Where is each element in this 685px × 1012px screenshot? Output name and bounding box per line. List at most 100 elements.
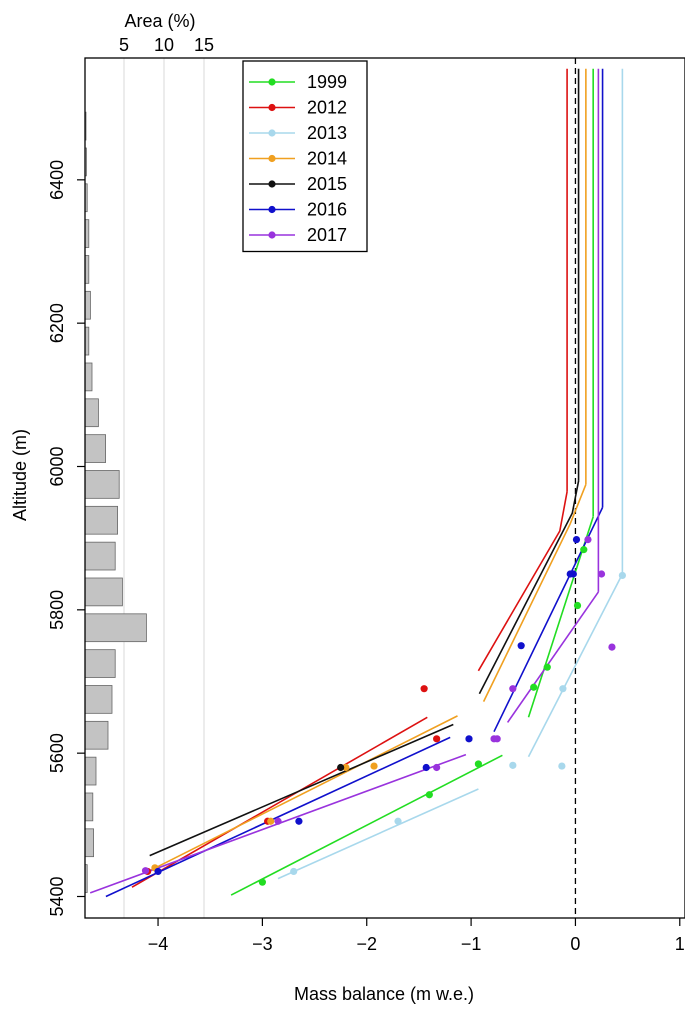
area-bar-5925 (84, 505, 118, 535)
point-1999-4 (543, 663, 551, 671)
fit-line-2012-1 (477, 491, 568, 672)
x-tick-label--4: −4 (148, 934, 169, 954)
legend: 1999 2012 2013 2014 2015 2016 2017 (242, 60, 368, 253)
point-2013-5 (618, 571, 626, 580)
fit-line-2015-0 (149, 723, 454, 857)
fit-line-1999-0 (230, 754, 503, 896)
point-2017-7 (597, 570, 606, 578)
area-bar-5775 (84, 613, 147, 643)
area-axis-label: Area (%) (124, 11, 195, 31)
point-2017-8 (608, 643, 616, 651)
area-bar-5875 (84, 541, 116, 571)
area-bar-6075 (84, 398, 99, 428)
x-axis-label: Mass balance (m w.e.) (294, 984, 474, 1004)
point-2013-2 (509, 761, 517, 769)
y-tick-label-6200: 6200 (47, 303, 67, 343)
legend-label-2016: 2016 (307, 200, 347, 220)
area-bar-5975 (84, 470, 120, 499)
fit-line-2014-1 (482, 484, 587, 702)
legend-marker-2015 (268, 180, 276, 188)
fit-line-2014-0 (149, 715, 458, 872)
point-2012-2 (433, 735, 441, 743)
point-1999-5 (573, 601, 582, 610)
x-tick-label-1: 1 (675, 934, 685, 954)
area-bar-5675 (84, 685, 113, 714)
legend-label-2012: 2012 (307, 98, 347, 118)
point-2013-3 (558, 762, 566, 770)
x-tick-label--3: −3 (252, 934, 273, 954)
point-1999-6 (580, 546, 588, 554)
y-tick-label-5400: 5400 (47, 876, 67, 916)
y-tick-label-6000: 6000 (47, 446, 67, 486)
point-2017-6 (584, 536, 592, 544)
fit-line-2016-1 (493, 507, 604, 733)
fit-line-2013-1 (527, 573, 624, 758)
area-bar-5725 (84, 649, 116, 678)
legend-marker-2017 (268, 231, 276, 239)
series-points (141, 536, 626, 886)
x-tick-label--1: −1 (461, 934, 482, 954)
area-tick-label-15: 15 (194, 35, 214, 55)
area-tick-label-5: 5 (119, 35, 129, 55)
point-2017-1 (274, 817, 282, 825)
legend-marker-2012 (268, 103, 276, 112)
legend-marker-2013 (268, 129, 276, 137)
point-2017-0 (141, 867, 150, 875)
legend-label-2014: 2014 (307, 149, 347, 169)
x-tick-label-0: 0 (570, 934, 580, 954)
area-bar-6125 (84, 362, 93, 392)
fit-line-2015-1 (478, 480, 580, 695)
point-2016-0 (154, 867, 162, 876)
point-1999-1 (474, 760, 482, 768)
y-tick-label-5800: 5800 (47, 590, 67, 630)
y-tick-label-5600: 5600 (47, 733, 67, 773)
area-histogram (84, 111, 147, 893)
legend-label-1999: 1999 (307, 72, 347, 92)
area-bar-5475 (84, 828, 94, 858)
point-2017-2 (433, 763, 441, 772)
x-tick-label--2: −2 (356, 934, 377, 954)
area-bar-5575 (84, 756, 97, 786)
point-1999-3 (530, 683, 538, 691)
point-2016-7 (572, 536, 581, 544)
legend-marker-2014 (268, 154, 276, 163)
point-2017-5 (509, 685, 517, 693)
point-2014-3 (370, 762, 378, 770)
y-tick-label-6400: 6400 (47, 160, 67, 200)
point-1999-0 (258, 878, 266, 886)
legend-marker-2016 (268, 205, 276, 214)
legend-box (242, 60, 368, 253)
point-2016-6 (569, 570, 577, 578)
legend-label-2017: 2017 (307, 225, 347, 245)
point-2013-0 (290, 867, 298, 876)
area-bar-6025 (84, 434, 107, 463)
area-gridlines (123, 58, 205, 918)
point-2016-2 (422, 763, 430, 772)
point-2013-4 (559, 685, 567, 693)
point-2015-0 (337, 763, 345, 772)
plot-frame (84, 57, 685, 919)
point-2013-1 (394, 817, 402, 825)
point-2014-1 (267, 817, 275, 825)
area-axis: 5 10 15 (119, 35, 214, 55)
legend-label-2013: 2013 (307, 123, 347, 143)
area-bar-5825 (84, 577, 123, 607)
legend-label-2015: 2015 (307, 174, 347, 194)
legend-marker-1999 (268, 78, 276, 86)
area-bar-6225 (84, 290, 91, 320)
point-2012-3 (420, 685, 428, 693)
y-axis-label: Altitude (m) (10, 429, 30, 521)
point-2017-4 (493, 735, 501, 743)
point-2014-2 (342, 763, 350, 772)
fit-line-2013-0 (277, 788, 479, 880)
fit-line-2016-0 (105, 736, 451, 898)
area-bar-5625 (84, 720, 109, 750)
x-axis: −4 −3 −2 −1 0 1 (148, 918, 685, 954)
point-1999-2 (425, 791, 433, 799)
fit-line-2017-1 (506, 591, 600, 723)
area-bar-5525 (84, 792, 94, 822)
area-tick-label-10: 10 (154, 35, 174, 55)
y-axis: 5400 5600 5800 6000 6200 6400 (47, 160, 85, 917)
point-2016-1 (295, 817, 303, 825)
